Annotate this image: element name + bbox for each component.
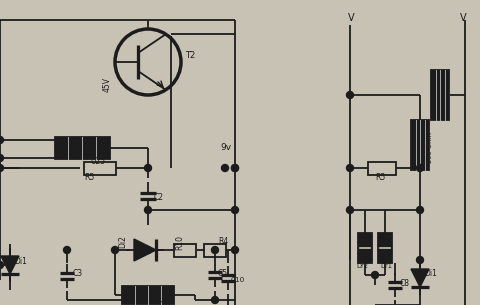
Circle shape bbox=[347, 206, 353, 214]
Text: T2: T2 bbox=[185, 51, 195, 59]
Text: C10: C10 bbox=[231, 277, 245, 283]
Text: C2: C2 bbox=[154, 192, 164, 202]
Text: C8: C8 bbox=[400, 278, 410, 288]
Circle shape bbox=[0, 261, 3, 268]
Circle shape bbox=[0, 137, 3, 143]
Text: Di1: Di1 bbox=[424, 270, 437, 278]
Text: R4: R4 bbox=[218, 238, 228, 246]
Text: C5: C5 bbox=[218, 268, 228, 278]
Text: R10: R10 bbox=[175, 235, 184, 249]
Polygon shape bbox=[134, 239, 156, 261]
Text: Dr2: Dr2 bbox=[356, 263, 368, 269]
Circle shape bbox=[221, 164, 228, 171]
Circle shape bbox=[212, 246, 218, 253]
Text: Di1: Di1 bbox=[14, 257, 27, 267]
Circle shape bbox=[417, 257, 423, 264]
Text: 200 Ohm: 200 Ohm bbox=[427, 133, 433, 163]
Text: U26: U26 bbox=[155, 300, 170, 305]
Text: 45V: 45V bbox=[103, 77, 112, 92]
Circle shape bbox=[231, 246, 239, 253]
Text: 9v: 9v bbox=[220, 143, 231, 152]
Circle shape bbox=[231, 164, 239, 171]
Circle shape bbox=[63, 246, 71, 253]
Circle shape bbox=[144, 206, 152, 214]
Circle shape bbox=[144, 246, 152, 253]
Circle shape bbox=[0, 155, 3, 162]
FancyBboxPatch shape bbox=[431, 70, 449, 120]
Text: C3: C3 bbox=[73, 270, 83, 278]
FancyBboxPatch shape bbox=[411, 120, 429, 170]
FancyBboxPatch shape bbox=[55, 137, 109, 159]
Text: Dr1: Dr1 bbox=[380, 263, 392, 269]
Circle shape bbox=[231, 206, 239, 214]
Circle shape bbox=[144, 164, 152, 171]
Circle shape bbox=[417, 206, 423, 214]
Text: R5: R5 bbox=[375, 174, 385, 182]
FancyBboxPatch shape bbox=[122, 286, 174, 304]
Circle shape bbox=[231, 164, 239, 171]
FancyBboxPatch shape bbox=[378, 233, 392, 263]
Circle shape bbox=[212, 296, 218, 303]
Text: V: V bbox=[348, 13, 355, 23]
Polygon shape bbox=[1, 256, 19, 274]
Text: U25: U25 bbox=[90, 157, 105, 167]
Text: R5: R5 bbox=[84, 173, 94, 181]
Text: V: V bbox=[460, 13, 467, 23]
Circle shape bbox=[347, 92, 353, 99]
FancyBboxPatch shape bbox=[358, 233, 372, 263]
Circle shape bbox=[372, 271, 379, 278]
Circle shape bbox=[111, 246, 119, 253]
Circle shape bbox=[0, 164, 3, 171]
Text: Di2: Di2 bbox=[118, 235, 127, 249]
Circle shape bbox=[347, 164, 353, 171]
Polygon shape bbox=[411, 269, 429, 287]
Circle shape bbox=[417, 164, 423, 171]
